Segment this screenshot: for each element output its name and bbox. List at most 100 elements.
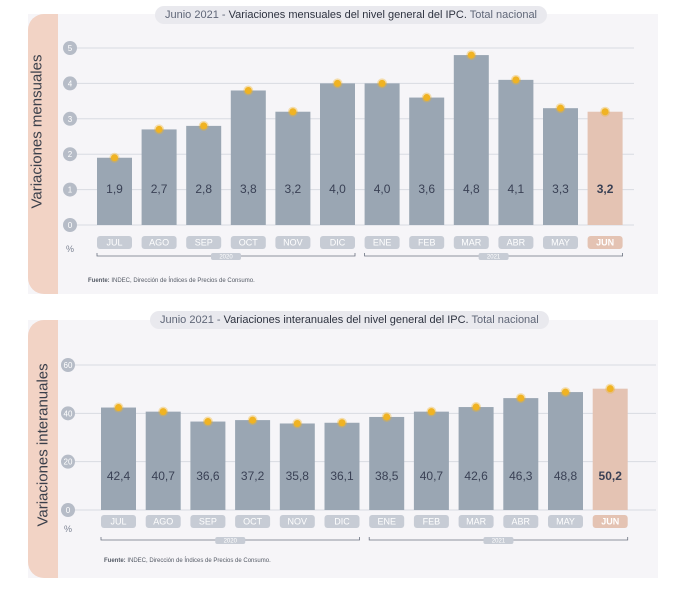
bar-marker xyxy=(601,108,609,116)
year-label: 2020 xyxy=(219,255,233,261)
bar xyxy=(498,79,534,225)
bar xyxy=(230,90,266,225)
category-label: MAR xyxy=(466,517,487,527)
bar-marker xyxy=(200,122,208,130)
y-tick-badge xyxy=(61,503,75,517)
data-label: 38,5 xyxy=(375,469,399,483)
title-suffix: Total nacional xyxy=(468,314,539,326)
bar xyxy=(413,411,449,510)
data-label: 50,2 xyxy=(599,469,623,483)
bar xyxy=(543,108,578,225)
y-tick-badge xyxy=(61,406,75,421)
category-label: ABR xyxy=(512,517,531,527)
category-label: OCT xyxy=(239,238,259,248)
bar xyxy=(279,423,315,510)
category-pill xyxy=(587,236,623,249)
category-pill xyxy=(230,236,266,249)
y-tick-label: 1 xyxy=(68,186,73,195)
bar xyxy=(587,111,623,225)
bar-marker xyxy=(155,125,163,133)
category-pill xyxy=(190,515,226,528)
category-label: NOV xyxy=(288,517,308,527)
category-pill xyxy=(409,236,445,249)
category-label: NOV xyxy=(283,238,303,248)
category-pill xyxy=(592,515,628,528)
category-pill xyxy=(275,236,311,249)
y-tick-label: 0 xyxy=(68,221,73,230)
data-label: 40,7 xyxy=(420,469,444,483)
bar xyxy=(503,398,539,510)
y-tick-label: 3 xyxy=(68,115,73,124)
category-label: ABR xyxy=(507,238,526,248)
category-pill xyxy=(498,236,534,249)
y-tick-badge xyxy=(61,454,75,469)
category-label: JUN xyxy=(601,517,619,527)
bar-marker xyxy=(293,419,301,427)
bar-marker xyxy=(204,418,212,426)
data-label: 4,8 xyxy=(463,182,480,196)
bar xyxy=(409,97,445,225)
category-label: SEP xyxy=(195,238,213,248)
year-pill xyxy=(483,537,514,544)
title-suffix: Total nacional xyxy=(466,9,537,21)
data-label: 3,6 xyxy=(418,182,435,196)
y-tick-label: 40 xyxy=(64,409,73,418)
bar-marker xyxy=(289,108,297,116)
category-pill xyxy=(141,236,177,249)
category-pill xyxy=(320,236,355,249)
category-pill xyxy=(364,236,400,249)
category-pill xyxy=(186,236,222,249)
year-pill xyxy=(211,253,241,260)
y-tick-badge xyxy=(63,182,77,197)
bar xyxy=(145,411,181,510)
y-tick-label: 5 xyxy=(68,44,73,53)
category-pill xyxy=(369,515,405,528)
y-tick-label: 0 xyxy=(66,506,71,515)
category-pill xyxy=(101,515,136,528)
category-pill xyxy=(413,515,449,528)
data-label: 1,9 xyxy=(106,182,123,196)
source-note-monthly: Fuente: INDEC, Dirección de Índices de P… xyxy=(88,278,255,284)
category-label: JUL xyxy=(106,238,122,248)
bar-marker xyxy=(472,403,480,411)
data-label: 3,8 xyxy=(240,182,257,196)
bar xyxy=(453,55,489,225)
source-text: INDEC, Dirección de Índices de Precios d… xyxy=(125,558,271,564)
bar xyxy=(235,420,271,510)
chart-title-monthly: Junio 2021 - Variaciones mensuales del n… xyxy=(155,6,547,24)
bar xyxy=(141,129,177,225)
bar xyxy=(324,422,360,510)
title-main: Variaciones mensuales del nivel general … xyxy=(228,9,467,21)
data-label: 4,1 xyxy=(508,182,525,196)
category-pill xyxy=(324,515,360,528)
bar xyxy=(97,157,132,225)
data-label: 3,3 xyxy=(552,182,569,196)
bar xyxy=(369,416,405,510)
y-tick-badge xyxy=(63,218,77,232)
title-main: Variaciones interanuales del nivel gener… xyxy=(223,314,469,326)
category-label: ENE xyxy=(373,238,392,248)
category-pill xyxy=(503,515,539,528)
category-label: OCT xyxy=(243,517,263,527)
data-label: 4,0 xyxy=(374,182,391,196)
bar xyxy=(186,125,222,225)
bar xyxy=(101,407,136,510)
bar-marker xyxy=(557,104,564,112)
bar-marker xyxy=(423,94,431,102)
source-bold: Fuente: xyxy=(104,558,126,564)
bar-marker xyxy=(512,76,520,84)
category-label: FEB xyxy=(418,238,436,248)
data-label: 40,7 xyxy=(152,469,176,483)
y-tick-badge xyxy=(63,111,77,126)
data-label: 36,6 xyxy=(196,469,220,483)
category-pill xyxy=(458,515,494,528)
y-tick-label: 20 xyxy=(64,458,73,467)
category-label: MAY xyxy=(551,238,570,248)
data-label: 37,2 xyxy=(241,469,265,483)
bar xyxy=(364,83,400,226)
y-tick-label: 4 xyxy=(68,79,73,88)
data-label: 42,4 xyxy=(107,469,131,483)
category-pill xyxy=(453,236,489,249)
y-tick-badge xyxy=(61,358,75,372)
